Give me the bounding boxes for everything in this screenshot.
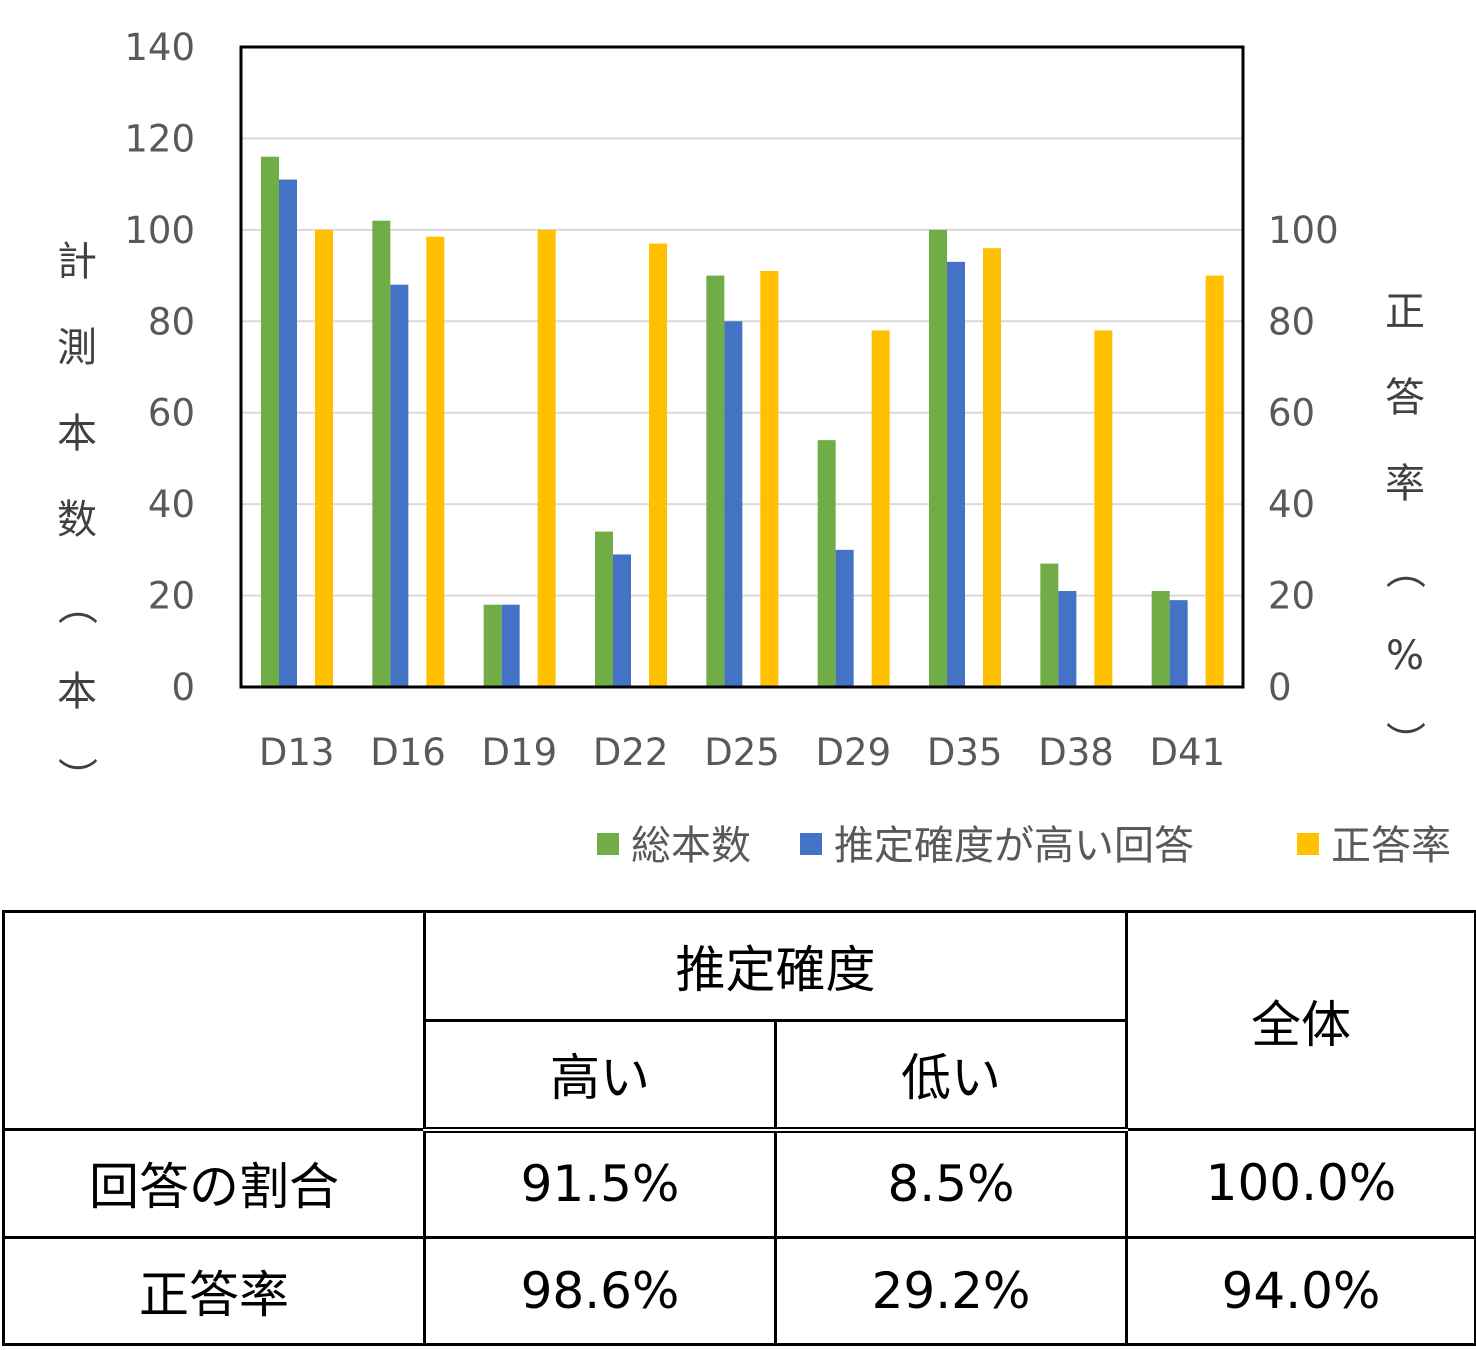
cell-total: 100.0% <box>1125 1128 1476 1239</box>
right-tick-label: 80 <box>1268 300 1315 343</box>
cell-total: 94.0% <box>1125 1235 1476 1346</box>
right-tick-label: 40 <box>1268 483 1315 526</box>
bar <box>929 229 947 687</box>
right-tick-label: 100 <box>1268 209 1339 252</box>
bar <box>947 261 965 687</box>
bar <box>835 549 854 687</box>
bar <box>315 229 333 687</box>
axis-title-char: 率 <box>1385 461 1425 507</box>
cell-low: 8.5% <box>774 1128 1128 1239</box>
bar <box>724 321 743 687</box>
right-tick-label: 20 <box>1268 575 1315 618</box>
bar <box>261 156 279 687</box>
header-low: 低い <box>774 1018 1128 1133</box>
bar <box>706 275 725 687</box>
cell-low: 29.2% <box>774 1235 1128 1346</box>
bar <box>983 248 1001 687</box>
bar <box>871 330 890 687</box>
corner-cell <box>2 909 426 1132</box>
axis-title-char: 答 <box>1385 375 1425 421</box>
left-tick-label: 0 <box>171 666 195 709</box>
category-label: D29 <box>816 731 892 774</box>
axis-title-char: ） <box>1381 721 1427 761</box>
bar <box>1094 330 1113 687</box>
axis-title-char: （ <box>53 585 99 625</box>
right-axis-title: 正答率 （% ） <box>1381 289 1427 761</box>
bar <box>1040 563 1059 687</box>
cell-high: 91.5% <box>423 1128 777 1239</box>
left-tick-label: 40 <box>148 483 195 526</box>
bar <box>1205 275 1224 687</box>
legend-swatch <box>597 833 619 855</box>
left-tick-label: 120 <box>124 117 195 160</box>
row-label: 正答率 <box>2 1235 426 1346</box>
category-label: D22 <box>593 731 669 774</box>
right-axis-ticks: 0 20 40 60 80 100 <box>1268 209 1339 709</box>
bar <box>426 236 445 687</box>
bar <box>649 243 667 688</box>
left-tick-label: 100 <box>124 209 195 252</box>
bar <box>279 179 297 688</box>
category-label: D35 <box>927 731 1003 774</box>
legend: 総本数 推定確度が高い回答 正答率 <box>597 823 1451 869</box>
bar <box>1058 591 1077 687</box>
axis-title-char: （ <box>1381 549 1427 589</box>
legend-label: 総本数 <box>631 823 751 869</box>
left-axis-ticks: 0 20 40 60 80 100 120 140 <box>124 26 195 709</box>
category-label: D13 <box>259 731 335 774</box>
category-label: D16 <box>370 731 446 774</box>
axis-title-char: % <box>1386 633 1424 679</box>
group-header-estimate-confidence: 推定確度 <box>423 910 1128 1022</box>
category-label: D19 <box>482 731 558 774</box>
legend-label: 推定確度が高い回答 <box>834 823 1194 869</box>
bar <box>1169 600 1188 687</box>
bar <box>1151 591 1170 687</box>
axis-title-char: 測 <box>57 325 97 371</box>
right-tick-label: 60 <box>1268 392 1315 435</box>
left-tick-label: 20 <box>148 575 195 618</box>
right-tick-label: 0 <box>1268 666 1292 709</box>
category-labels: D13 D16 D19 D22 D25 D29 D35 D38 D41 <box>259 731 1225 774</box>
bar <box>595 531 613 687</box>
axis-title-char: ） <box>53 757 99 797</box>
bar <box>817 440 836 687</box>
bar <box>483 604 502 687</box>
axis-title-char: 計 <box>57 239 97 285</box>
axis-title-char: 本 <box>57 411 97 457</box>
category-label: D25 <box>704 731 780 774</box>
left-tick-label: 80 <box>148 300 195 343</box>
bar <box>613 554 631 687</box>
summary-table: 推定確度 全体 高い 低い 回答の割合 91.5% 8.5% 100.0% 正答… <box>2 909 1476 1346</box>
axis-title-char: 本 <box>57 669 97 715</box>
bar <box>760 271 779 687</box>
legend-swatch <box>1297 833 1319 855</box>
bars <box>261 156 1224 688</box>
cell-high: 98.6% <box>423 1235 777 1346</box>
axis-title-char: 数 <box>57 497 97 543</box>
header-high: 高い <box>423 1018 777 1133</box>
left-tick-label: 60 <box>148 392 195 435</box>
axis-title-char: 正 <box>1385 289 1425 335</box>
left-tick-label: 140 <box>124 26 195 69</box>
table-row: 正答率 98.6% 29.2% 94.0% <box>2 1235 1476 1346</box>
bar <box>390 284 409 687</box>
header-total: 全体 <box>1125 909 1476 1132</box>
bar <box>537 229 556 687</box>
category-label: D38 <box>1038 731 1114 774</box>
bar <box>372 220 391 687</box>
bar <box>501 604 520 687</box>
legend-swatch <box>800 833 822 855</box>
category-label: D41 <box>1150 731 1226 774</box>
row-label: 回答の割合 <box>2 1128 426 1239</box>
legend-label: 正答率 <box>1331 823 1451 869</box>
table-row: 回答の割合 91.5% 8.5% 100.0% <box>2 1128 1476 1239</box>
plot-area-frame <box>239 45 1245 689</box>
